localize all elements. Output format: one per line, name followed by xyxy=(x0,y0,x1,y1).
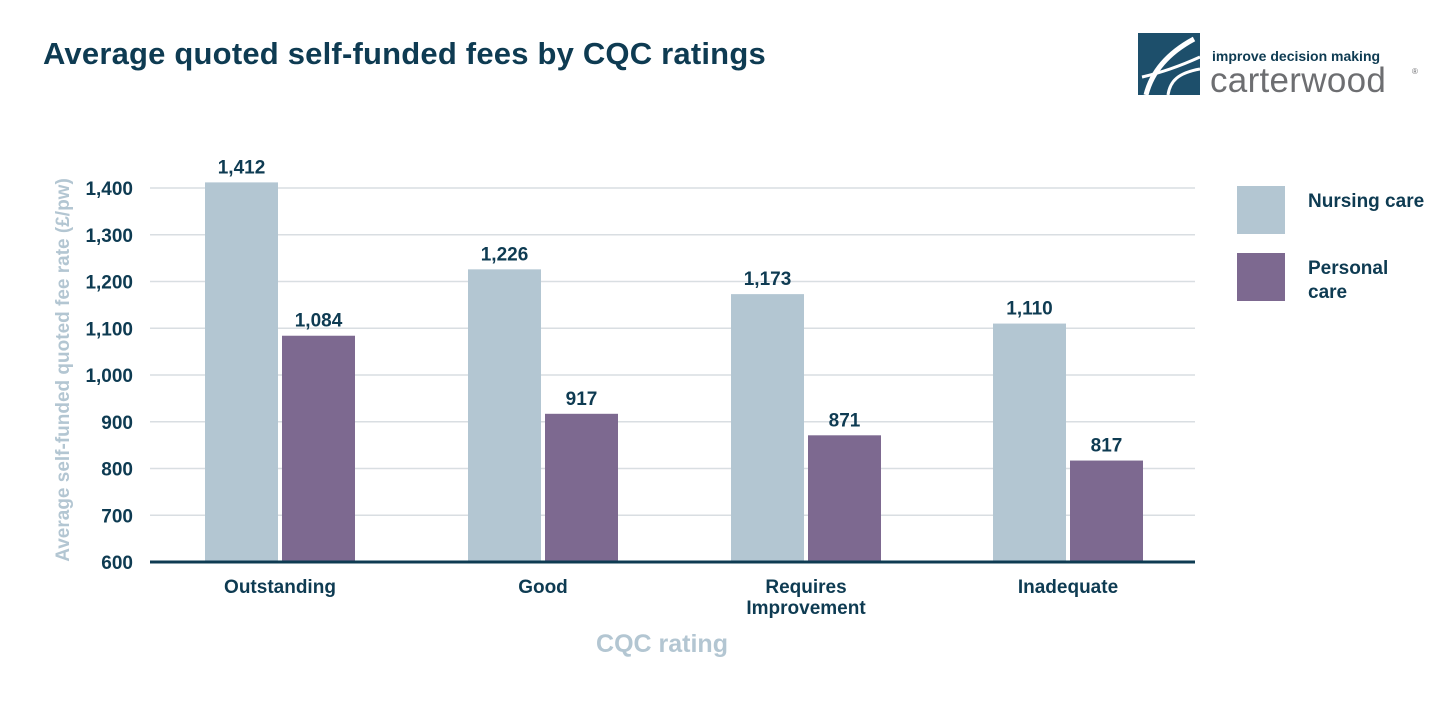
y-tick-label: 1,000 xyxy=(85,366,133,387)
legend-label-personal: Personal care xyxy=(1308,258,1389,303)
y-tick-label: 900 xyxy=(101,413,133,434)
carterwood-logo: improve decision making carterwood ® xyxy=(1138,33,1428,100)
logo-wordmark: carterwood xyxy=(1210,61,1387,100)
bar-personal xyxy=(545,413,618,562)
x-tick-label: Requires xyxy=(765,577,846,598)
data-label-nursing: 1,110 xyxy=(1006,299,1053,320)
logo-tagline: improve decision making xyxy=(1212,48,1381,64)
y-axis-title: Average self-funded quoted fee rate (£/p… xyxy=(53,178,74,562)
y-tick-label: 600 xyxy=(101,553,133,574)
bar-nursing xyxy=(993,323,1066,562)
x-tick-label: Inadequate xyxy=(1018,577,1118,598)
y-tick-label: 1,100 xyxy=(85,319,133,340)
data-label-personal: 917 xyxy=(566,389,598,410)
bar-personal xyxy=(1070,460,1143,562)
legend-label-nursing: Nursing care xyxy=(1308,191,1425,212)
bar-nursing xyxy=(468,269,541,562)
y-tick-label: 1,200 xyxy=(85,273,133,294)
legend-swatch-personal xyxy=(1237,253,1285,301)
registered-mark: ® xyxy=(1412,67,1418,76)
data-labels: 1,412 1,226 1,173 1,110 1,084 917 871 817 xyxy=(218,157,1123,456)
bars xyxy=(205,182,1143,562)
data-label-nursing: 1,412 xyxy=(218,157,266,178)
data-label-nursing: 1,173 xyxy=(744,269,792,290)
legend: Nursing care Personal care xyxy=(1237,186,1437,320)
data-label-nursing: 1,226 xyxy=(481,244,529,265)
x-axis-title: CQC rating xyxy=(596,630,728,658)
y-tick-labels: 600 700 800 900 1,000 1,100 1,200 1,300 1,400 xyxy=(85,179,133,574)
bar-nursing xyxy=(731,294,804,562)
legend-item-personal: Personal care xyxy=(1237,253,1437,303)
data-label-personal: 1,084 xyxy=(295,311,343,332)
legend-swatch-nursing xyxy=(1237,186,1285,234)
x-tick-label: Good xyxy=(518,577,568,598)
y-tick-label: 1,400 xyxy=(85,179,133,200)
data-label-personal: 817 xyxy=(1091,436,1123,457)
bar-personal xyxy=(808,435,881,562)
bar-nursing xyxy=(205,182,278,562)
x-tick-label: Outstanding xyxy=(224,577,336,598)
x-tick-label: Improvement xyxy=(746,598,866,619)
carterwood-logo-icon xyxy=(1138,33,1200,95)
chart-title: Average quoted self-funded fees by CQC r… xyxy=(43,36,766,71)
y-tick-label: 700 xyxy=(101,506,133,527)
y-tick-label: 1,300 xyxy=(85,226,133,247)
bar-personal xyxy=(282,335,355,562)
legend-item-nursing: Nursing care xyxy=(1237,186,1437,234)
y-tick-label: 800 xyxy=(101,460,133,481)
data-label-personal: 871 xyxy=(829,410,861,431)
